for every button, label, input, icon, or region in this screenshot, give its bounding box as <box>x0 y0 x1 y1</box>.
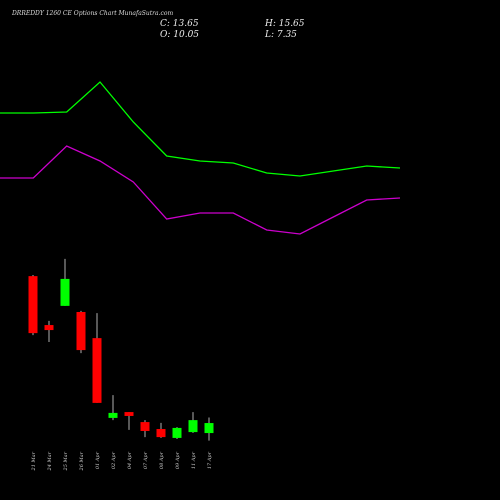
low-label: L: 7.35 <box>264 30 297 40</box>
candle-body <box>44 325 54 331</box>
candle-body <box>124 412 134 416</box>
line-series <box>0 81 401 177</box>
x-tick-label: 26 Mar <box>79 451 85 471</box>
x-tick-label: 24 Mar <box>47 451 53 471</box>
high-label: H: 15.65 <box>264 19 305 29</box>
candle-body <box>28 276 38 334</box>
x-tick-label: 25 Mar <box>63 451 69 471</box>
x-tick-label: 09 Apr <box>175 451 181 469</box>
x-tick-label: 17 Apr <box>207 451 213 469</box>
x-tick-label: 07 Apr <box>143 451 149 469</box>
line-series <box>0 145 401 235</box>
candle-body <box>188 420 198 433</box>
x-tick-label: 04 Apr <box>127 451 133 469</box>
candle-body <box>92 338 102 403</box>
chart-title: DRREDDY 1260 CE Options Chart MunafaSutr… <box>11 10 173 17</box>
candle-body <box>140 422 150 431</box>
candle-body <box>204 423 214 434</box>
candle-body <box>60 278 70 306</box>
candle-body <box>156 429 166 438</box>
x-tick-label: 21 Mar <box>31 451 37 471</box>
candle-body <box>76 311 86 351</box>
candle-body <box>172 427 182 438</box>
x-tick-label: 08 Apr <box>159 451 165 469</box>
x-tick-label: 11 Apr <box>191 451 197 469</box>
x-tick-label: 02 Apr <box>111 451 117 469</box>
candle-body <box>108 412 118 418</box>
close-label: C: 13.65 <box>160 19 199 29</box>
open-label: O: 10.05 <box>160 30 199 40</box>
x-tick-label: 01 Apr <box>95 451 101 469</box>
